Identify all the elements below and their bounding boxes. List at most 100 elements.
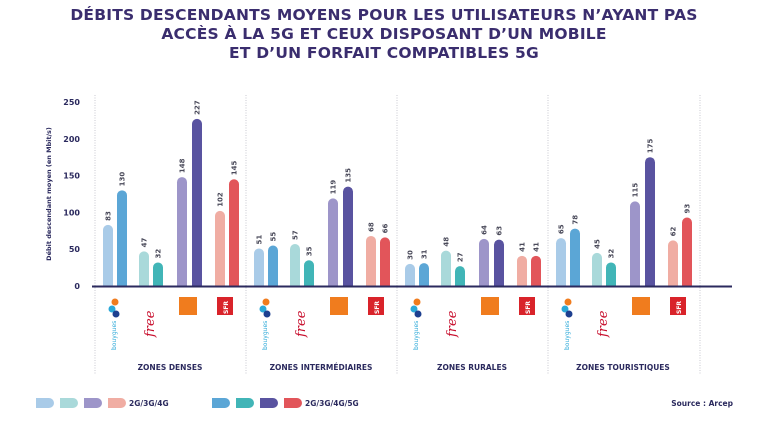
orange-logo-icon: [481, 297, 499, 315]
bar-free-4g: [139, 251, 149, 286]
bar-sfr-5g: [229, 179, 239, 286]
data-label: 63: [496, 226, 504, 236]
sfr-logo-icon: SFR: [670, 297, 686, 315]
bar-orange-5g: [645, 157, 655, 286]
legend-swatch: [84, 398, 102, 408]
data-label: 227: [194, 100, 202, 115]
legend-swatch: [212, 398, 230, 408]
data-label: 48: [443, 237, 451, 247]
bar-bouygues-4g: [254, 248, 264, 286]
bar-free-4g: [290, 244, 300, 286]
data-label: 55: [270, 232, 278, 242]
legend-swatch: [260, 398, 278, 408]
y-axis-label: Débit descendant moyen (en Mbit/s): [45, 127, 53, 261]
bar-bouygues-4g: [405, 263, 415, 286]
bar-bouygues-4g: [103, 224, 113, 286]
y-tick-label: 50: [69, 245, 81, 254]
bar-orange-4g: [328, 198, 338, 286]
title-line: DÉBITS DESCENDANTS MOYENS POUR LES UTILI…: [70, 6, 698, 24]
orange-logo-icon: [632, 297, 650, 315]
y-tick-label: 200: [63, 135, 80, 144]
data-label: 115: [632, 183, 640, 198]
data-label: 41: [533, 242, 541, 252]
bar-sfr-4g: [668, 240, 678, 286]
bar-bouygues-4g: [556, 238, 566, 286]
data-label: 68: [368, 222, 376, 232]
zone-label: ZONES DENSES: [138, 363, 203, 372]
svg-text:bouygues: bouygues: [111, 321, 118, 350]
data-label: 57: [292, 230, 300, 240]
bar-orange-4g: [630, 201, 640, 286]
data-label: 65: [558, 224, 566, 234]
data-label: 102: [217, 192, 225, 207]
data-label: 62: [670, 226, 678, 236]
sfr-logo-icon: SFR: [368, 297, 384, 315]
bouygues-logo-icon: bouygues: [108, 298, 120, 350]
data-label: 30: [407, 250, 415, 260]
y-tick-label: 0: [74, 282, 80, 291]
bar-free-4g: [441, 250, 451, 286]
bar-orange-5g: [343, 186, 353, 286]
legend-swatch: [284, 398, 302, 408]
svg-text:SFR: SFR: [223, 301, 230, 314]
svg-text:bouygues: bouygues: [564, 321, 571, 350]
title-line: ACCÈS À LA 5G ET CEUX DISPOSANT D’UN MOB…: [161, 25, 607, 43]
bar-orange-4g: [479, 238, 489, 286]
svg-text:SFR: SFR: [676, 301, 683, 314]
free-logo-icon: free: [596, 310, 611, 338]
data-label: 66: [382, 224, 390, 234]
svg-text:SFR: SFR: [374, 301, 381, 314]
source-note: Source : Arcep: [671, 399, 733, 408]
free-logo-icon: free: [445, 310, 460, 338]
data-label: 41: [519, 242, 527, 252]
orange-logo-icon: [330, 297, 348, 315]
bar-free-5g: [304, 260, 314, 286]
legend-swatch: [36, 398, 54, 408]
data-label: 135: [345, 168, 353, 183]
data-label: 31: [421, 249, 429, 259]
free-logo-icon: free: [294, 310, 309, 338]
data-label: 130: [119, 172, 127, 187]
data-label: 145: [231, 161, 239, 176]
bar-orange-5g: [494, 239, 504, 286]
bar-bouygues-5g: [570, 228, 580, 286]
svg-text:SFR: SFR: [525, 301, 532, 314]
legend-swatch: [108, 398, 126, 408]
data-label: 148: [179, 158, 187, 173]
data-label: 83: [105, 211, 113, 221]
title-line: ET D’UN FORFAIT COMPATIBLES 5G: [229, 44, 539, 62]
bar-sfr-5g: [531, 255, 541, 286]
data-label: 32: [155, 249, 163, 259]
data-label: 27: [457, 252, 465, 262]
bouygues-logo-icon: bouygues: [259, 298, 271, 350]
y-tick-label: 250: [63, 98, 80, 107]
bar-sfr-4g: [366, 235, 376, 286]
svg-text:bouygues: bouygues: [262, 321, 269, 350]
data-label: 93: [684, 204, 692, 214]
sfr-logo-icon: SFR: [519, 297, 535, 315]
bar-sfr-5g: [682, 217, 692, 286]
y-tick-label: 100: [63, 208, 80, 217]
orange-logo-icon: [179, 297, 197, 315]
chart-title: DÉBITS DESCENDANTS MOYENS POUR LES UTILI…: [0, 6, 768, 63]
data-label: 78: [572, 215, 580, 225]
bar-bouygues-5g: [419, 263, 429, 286]
legend-label: 2G/3G/4G/5G: [305, 399, 359, 408]
bar-free-5g: [606, 262, 616, 286]
zone-label: ZONES INTERMÉDIAIRES: [270, 363, 373, 372]
free-logo-icon: free: [143, 310, 158, 338]
data-label: 119: [330, 180, 338, 195]
bar-bouygues-5g: [117, 190, 127, 286]
legend-swatch: [236, 398, 254, 408]
data-label: 35: [306, 246, 314, 256]
bar-orange-5g: [192, 118, 202, 286]
bar-free-4g: [592, 252, 602, 286]
legend-label: 2G/3G/4G: [129, 399, 169, 408]
bar-sfr-4g: [517, 255, 527, 286]
bouygues-logo-icon: bouygues: [561, 298, 573, 350]
data-label: 45: [594, 239, 602, 249]
data-label: 64: [481, 225, 489, 235]
bar-sfr-4g: [215, 210, 225, 286]
bar-free-5g: [455, 266, 465, 286]
